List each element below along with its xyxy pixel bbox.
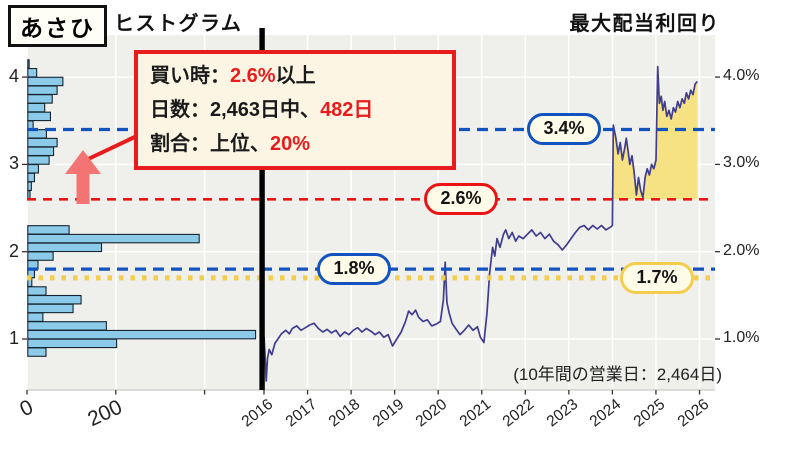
- hist-y-tick-label: 3: [8, 153, 19, 174]
- hist-y-tick-label: 1: [8, 328, 19, 348]
- annotation-line-3: 割合：上位、20%: [150, 127, 440, 161]
- histogram-bar: [27, 190, 31, 200]
- yield-line: [263, 65, 698, 382]
- histogram-bar: [27, 59, 30, 69]
- histogram-bar: [27, 286, 47, 296]
- buy-signal-annotation: 買い時：2.6%以上 日数：2,463日中、482日 割合：上位、20%: [134, 50, 456, 170]
- threshold-badge-3.4%: 3.4%: [527, 113, 601, 146]
- hist-y-tick-label: 4: [8, 66, 19, 87]
- histogram-bar: [27, 102, 46, 113]
- hist-y-tick-label: 2: [8, 240, 19, 261]
- histogram-title: ヒストグラム: [114, 13, 243, 35]
- threshold-badge-2.6%: 2.6%: [424, 183, 498, 216]
- annotation-text: 買い時：: [150, 65, 230, 87]
- histogram-bar: [27, 242, 103, 253]
- histogram-bar: [27, 233, 200, 244]
- histogram-bar: [27, 312, 44, 322]
- annotation-text: 割合：上位、: [150, 133, 270, 155]
- histogram-bar: [27, 294, 82, 305]
- histogram-bar: [27, 146, 55, 157]
- max-yield-title: 最大配当利回り: [569, 13, 720, 35]
- histogram-bar: [27, 225, 70, 235]
- histogram-bar: [27, 85, 58, 95]
- histogram-bar: [27, 329, 257, 340]
- histogram-bar: [27, 155, 50, 165]
- histogram-bar: [27, 251, 54, 261]
- histogram-bar: [27, 181, 32, 191]
- histogram-bar: [27, 137, 58, 148]
- yield-axis-tick-label: 1.0%: [723, 329, 760, 346]
- histogram-bar: [27, 321, 107, 331]
- threshold-badge-1.8%: 1.8%: [317, 253, 391, 286]
- histogram-bar: [27, 172, 36, 183]
- annotation-text: 以上: [275, 65, 316, 87]
- buy-arrow-head: [65, 150, 101, 174]
- panel-divider: [259, 28, 265, 390]
- annotation-highlight: 20%: [270, 133, 311, 155]
- buy-arrow-body: [76, 171, 90, 204]
- histogram-bar: [27, 111, 51, 122]
- yield-axis-tick-label: 3.0%: [723, 154, 760, 172]
- histogram-bar: [27, 303, 74, 314]
- annotation-line-2: 日数：2,463日中、482日: [150, 93, 440, 127]
- yield-axis-tick-label: 2.0%: [723, 241, 760, 259]
- histogram-bar: [27, 347, 47, 357]
- threshold-badge-1.7%: 1.7%: [620, 261, 694, 294]
- buy-zone-area: [613, 66, 698, 200]
- histogram-bar: [27, 76, 64, 87]
- histogram-bar: [27, 164, 40, 174]
- annotation-highlight: 482日: [320, 99, 374, 121]
- stock-name-box: あさひ: [8, 5, 107, 47]
- histogram-bar: [27, 94, 53, 104]
- yield-axis-tick-label: 4.0%: [723, 67, 760, 85]
- histogram-bar: [27, 67, 38, 78]
- annotation-line-1: 買い時：2.6%以上: [150, 59, 440, 93]
- annotation-highlight: 2.6%: [230, 65, 276, 87]
- annotation-text: 日数：2,463日中、: [150, 99, 321, 121]
- business-days-footnote: (10年間の営業日：2,464日): [513, 365, 722, 384]
- histogram-bar: [27, 338, 118, 349]
